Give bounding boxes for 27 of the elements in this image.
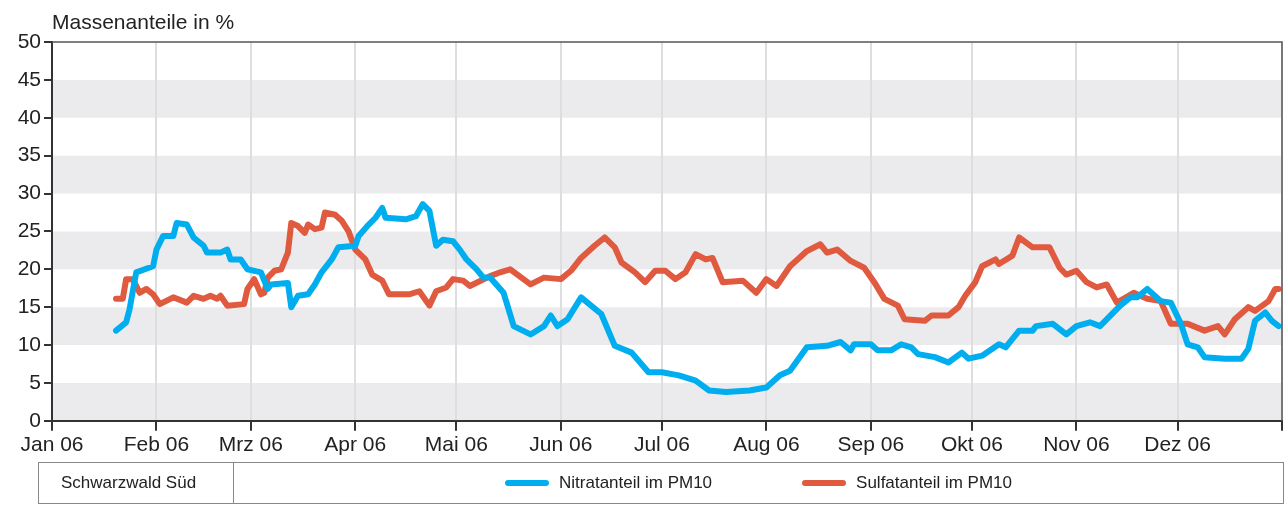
legend-label: Nitratanteil im PM10: [559, 473, 713, 493]
y-tick-label: 20: [17, 256, 41, 280]
y-tick-label: 45: [17, 66, 41, 90]
x-tick-label: Jan 06: [20, 432, 84, 456]
x-tick-label: Sep 06: [837, 432, 905, 456]
x-tick-label: Jul 06: [633, 432, 690, 456]
y-tick-label: 15: [17, 293, 41, 317]
x-tick-label: Jun 06: [529, 432, 593, 456]
x-tick-label: Mai 06: [424, 432, 488, 456]
y-tick-label: 0: [29, 407, 41, 431]
y-axis-title: Massenanteile in %: [52, 10, 235, 34]
y-tick-label: 35: [17, 142, 41, 166]
y-tick-label: 5: [29, 369, 41, 393]
x-tick-label: Mrz 06: [218, 432, 283, 456]
y-tick-label: 25: [17, 218, 41, 242]
x-tick-label: Apr 06: [324, 432, 387, 456]
x-tick-label: Aug 06: [733, 432, 800, 456]
y-tick-label: 40: [17, 104, 41, 128]
y-tick-label: 50: [17, 28, 41, 52]
x-tick-label: Feb 06: [123, 432, 190, 456]
legend-label: Sulfatanteil im PM10: [856, 473, 1012, 493]
x-tick-label: Okt 06: [941, 432, 1003, 456]
y-tick-label: 30: [17, 180, 41, 204]
y-tick-label: 10: [17, 331, 41, 355]
text: Schwarzwald Süd: [61, 473, 197, 493]
x-tick-label: Dez 06: [1144, 432, 1211, 456]
x-tick-label: Nov 06: [1043, 432, 1110, 456]
